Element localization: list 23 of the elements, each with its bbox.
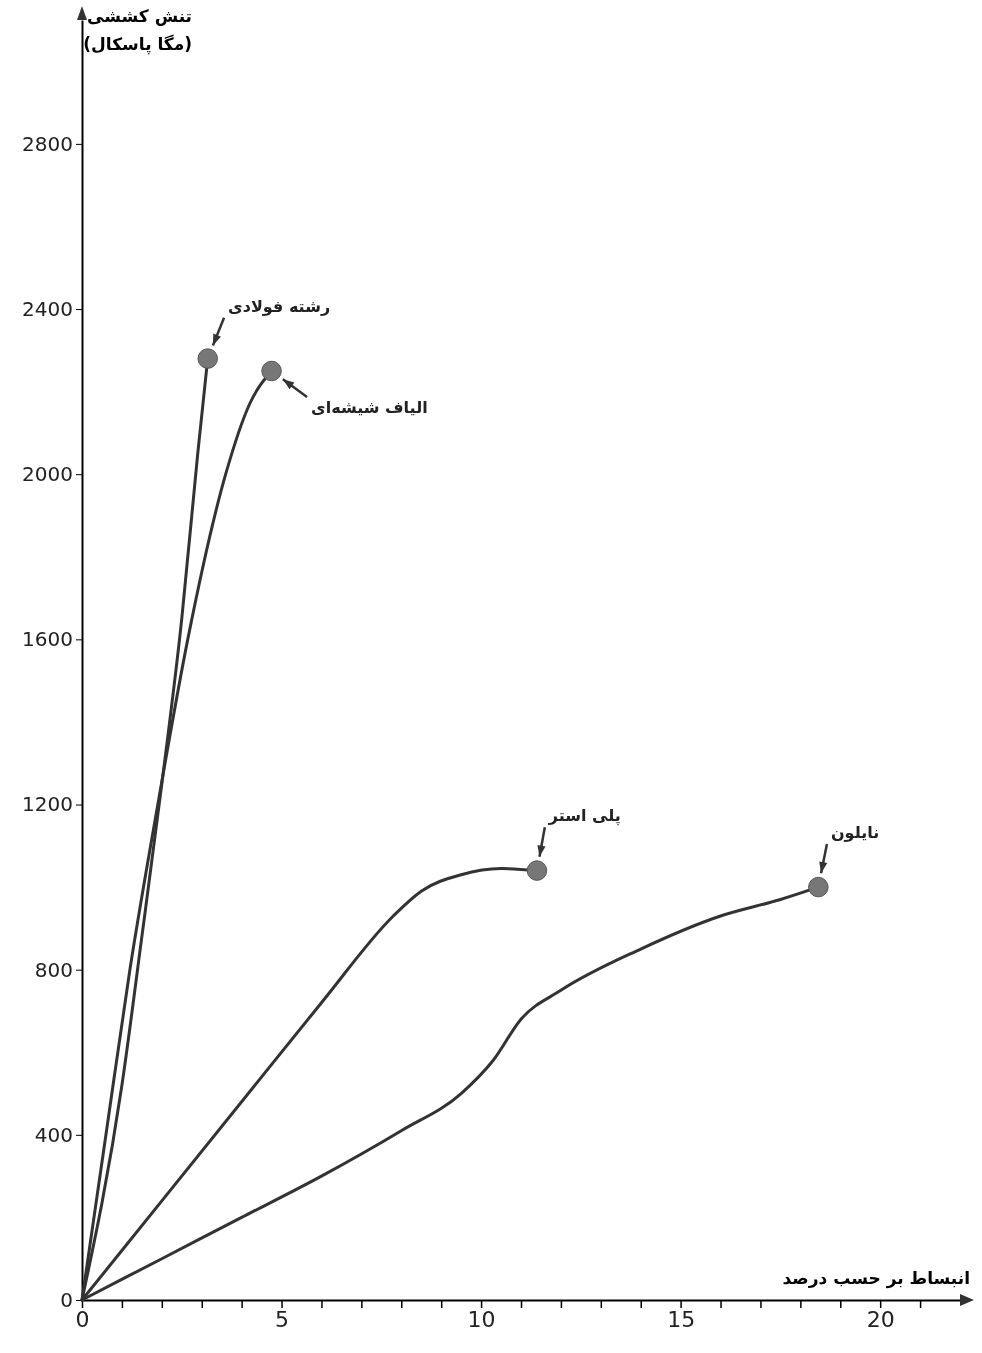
text: الیاف شیشه‌ای xyxy=(311,397,428,417)
y-tick-label: 2400 xyxy=(22,296,73,321)
x-tick-label: 20 xyxy=(866,1306,895,1332)
x-axis-title: انبساط بر حسب درصد xyxy=(782,1268,970,1289)
x-tick-label: 10 xyxy=(467,1306,496,1332)
text: پلی استر xyxy=(547,806,621,827)
text: نایلون xyxy=(830,822,880,842)
x-tick-label: 15 xyxy=(667,1306,696,1332)
x-tick-label: 0 xyxy=(75,1306,90,1332)
y-axis-title: تنش کششی (مگا پاسکال) xyxy=(83,6,192,55)
y-tick-label: 1600 xyxy=(22,627,73,652)
point xyxy=(261,360,282,382)
y-tick-label: 1200 xyxy=(22,792,73,817)
text: رشته فولادی xyxy=(228,296,331,316)
point xyxy=(197,348,218,369)
y-tick-label: 800 xyxy=(34,957,73,982)
y-tick-label: 400 xyxy=(34,1122,73,1147)
point xyxy=(526,860,548,881)
point xyxy=(808,876,829,898)
y-tick-label: 2800 xyxy=(22,131,73,156)
x-tick-label: 5 xyxy=(275,1306,290,1332)
y-tick-label: 0 xyxy=(60,1287,73,1312)
y-tick-label: 2000 xyxy=(22,462,73,487)
